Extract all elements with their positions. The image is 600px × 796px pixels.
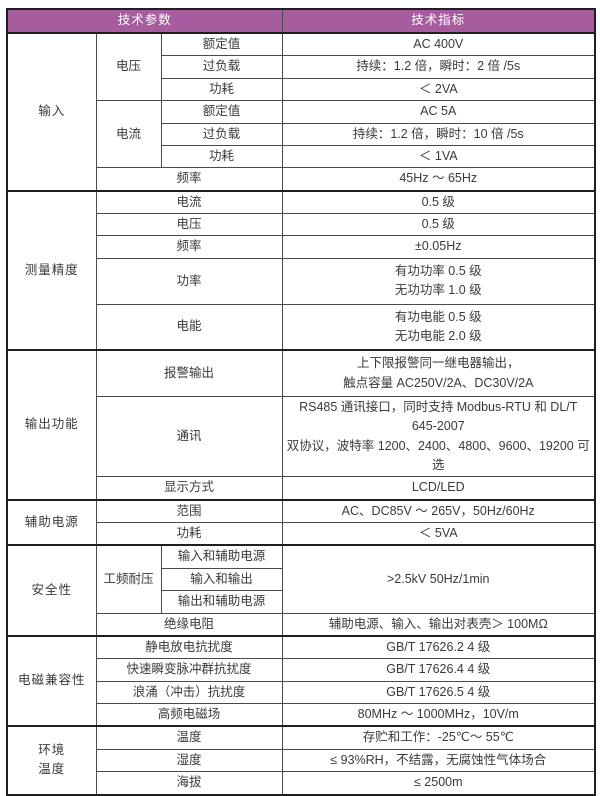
value-cell: GB/T 17626.5 4 级 xyxy=(281,680,596,705)
spec-table: 技术参数 技术指标 输入 电压 额定值 AC 400V 过负载 持续：1.2 倍… xyxy=(6,8,596,796)
table-row: 绝缘电阻 辅助电源、输入、输出对表壳＞ 100MΩ xyxy=(7,612,596,637)
table-row: 电压 0.5 级 xyxy=(7,212,596,237)
table-row: 海拔 ≤ 2500m xyxy=(7,771,596,795)
value-cell: ≤ 93%RH，不结露，无腐蚀性气体场合 xyxy=(281,748,596,773)
param-cell: 高频电磁场 xyxy=(95,703,283,727)
group-label-withstand: 工频耐压 xyxy=(95,544,162,614)
table-row: 显示方式 LCD/LED xyxy=(7,476,596,501)
param-cell: 过负载 xyxy=(160,55,283,79)
param-cell: 静电放电抗扰度 xyxy=(95,634,283,660)
table-row: 输出功能 报警输出 上下限报警同一继电器输出， 触点容量 AC250V/2A、D… xyxy=(6,349,596,501)
table-row: 频率 45Hz ～ 65Hz xyxy=(7,167,596,192)
param-cell: 电压 xyxy=(95,212,283,237)
table-row: 电磁兼容性 静电放电抗扰度 GB/T 17626.2 4 级 xyxy=(6,634,596,727)
value-cell: 辅助电源、输入、输出对表壳＞ 100MΩ xyxy=(281,612,596,637)
value-cell: RS485 通讯接口，同时支持 Modbus-RTU 和 DL/T 645-20… xyxy=(281,395,596,478)
group-label-voltage: 电压 xyxy=(95,32,162,102)
param-cell: 功耗 xyxy=(95,522,283,546)
page: 技术参数 技术指标 输入 电压 额定值 AC 400V 过负载 持续：1.2 倍… xyxy=(6,8,596,796)
param-cell: 频率 xyxy=(95,235,283,259)
section-label-output: 输出功能 xyxy=(6,349,97,501)
param-cell: 电能 xyxy=(95,303,283,351)
value-cell: 0.5 级 xyxy=(281,212,596,237)
param-cell: 过负载 xyxy=(160,122,283,146)
table-row: 辅助电源 范围 AC、DC85V ～ 265V，50Hz/60Hz xyxy=(6,498,596,546)
value-cell: 持续：1.2 倍，瞬时：10 倍 /5s xyxy=(281,122,596,146)
table-row: 快速瞬变脉冲群抗扰度 GB/T 17626.4 4 级 xyxy=(7,658,596,682)
param-cell: 通讯 xyxy=(95,395,283,478)
table-row: 通讯 RS485 通讯接口，同时支持 Modbus-RTU 和 DL/T 645… xyxy=(7,395,596,478)
value-cell: ＜ 2VA xyxy=(281,77,596,102)
param-cell: 绝缘电阻 xyxy=(95,612,283,637)
value-cell: AC、DC85V ～ 265V，50Hz/60Hz xyxy=(281,498,596,523)
section-label-safety: 安全性 xyxy=(6,544,97,637)
value-cell: GB/T 17626.4 4 级 xyxy=(281,658,596,682)
param-cell: 功耗 xyxy=(160,77,283,102)
table-row: 输出和辅助电源 xyxy=(7,590,595,614)
param-cell: 报警输出 xyxy=(95,349,283,397)
section-label-emc: 电磁兼容性 xyxy=(6,634,97,727)
value-cell: 有功电能 0.5 级 无功电能 2.0 级 xyxy=(281,303,596,351)
value-cell: 0.5 级 xyxy=(281,189,596,214)
value-cell: 上下限报警同一继电器输出， 触点容量 AC250V/2A、DC30V/2A xyxy=(281,349,596,397)
value-cell: GB/T 17626.2 4 级 xyxy=(281,634,596,660)
table-row: 湿度 ≤ 93%RH，不结露，无腐蚀性气体场合 xyxy=(7,748,596,773)
param-cell: 范围 xyxy=(95,498,283,523)
table-row: 功耗 ＜ 5VA xyxy=(7,522,596,546)
param-cell: 频率 xyxy=(95,167,283,192)
group-label-current: 电流 xyxy=(95,100,162,169)
param-cell: 输出和辅助电源 xyxy=(160,590,283,614)
value-cell: 存贮和工作：-25℃～ 55℃ xyxy=(281,725,596,750)
param-cell: 温度 xyxy=(95,725,283,750)
value-cell: ＜ 5VA xyxy=(281,522,596,546)
param-cell: 输入和辅助电源 xyxy=(160,544,283,569)
table-row: 输入和输出 xyxy=(7,567,595,592)
value-cell: AC 5A xyxy=(281,100,596,124)
value-cell: LCD/LED xyxy=(281,476,596,501)
table-row: 功率 有功功率 0.5 级 无功功率 1.0 级 xyxy=(7,257,596,305)
value-cell: 有功功率 0.5 级 无功功率 1.0 级 xyxy=(281,257,596,305)
param-cell: 电流 xyxy=(95,189,283,214)
table-row: 频率 ±0.05Hz xyxy=(7,235,596,259)
value-cell: ＜ 1VA xyxy=(281,144,596,169)
header-cell-params: 技术参数 xyxy=(6,8,283,34)
section-label-input: 输入 xyxy=(6,32,97,192)
table-row: 测量精度 电流 0.5 级 xyxy=(6,189,596,351)
value-cell: 80MHz ～ 1000MHz，10V/m xyxy=(281,703,596,727)
value-cell: 45Hz ～ 65Hz xyxy=(281,167,596,192)
value-cell: ±0.05Hz xyxy=(281,235,596,259)
param-cell: 额定值 xyxy=(160,32,283,57)
param-cell: 输入和输出 xyxy=(160,567,283,592)
value-cell: AC 400V xyxy=(281,32,596,57)
table-row: 环境 温度 温度 存贮和工作：-25℃～ 55℃ xyxy=(6,725,596,796)
table-row: 功耗 ＜ 1VA xyxy=(7,144,596,169)
section-label-environment: 环境 温度 xyxy=(6,725,97,796)
header-cell-specs: 技术指标 xyxy=(281,8,596,34)
param-cell: 湿度 xyxy=(95,748,283,773)
param-cell: 浪涌（冲击）抗扰度 xyxy=(95,680,283,705)
table-row: 高频电磁场 80MHz ～ 1000MHz，10V/m xyxy=(7,703,596,727)
param-cell: 快速瞬变脉冲群抗扰度 xyxy=(95,658,283,682)
param-cell: 额定值 xyxy=(160,100,283,124)
section-label-aux-power: 辅助电源 xyxy=(6,498,97,546)
param-cell: 海拔 xyxy=(95,771,283,795)
table-row: 电流 额定值 AC 5A xyxy=(7,100,596,169)
value-cell: ≤ 2500m xyxy=(281,771,596,795)
table-row: 输入 电压 额定值 AC 400V xyxy=(6,32,596,192)
value-cell: 持续：1.2 倍，瞬时：2 倍 /5s xyxy=(281,55,596,79)
table-row: 浪涌（冲击）抗扰度 GB/T 17626.5 4 级 xyxy=(7,680,596,705)
value-cell: >2.5kV 50Hz/1min xyxy=(281,544,596,614)
table-row: 过负载 持续：1.2 倍，瞬时：10 倍 /5s xyxy=(7,122,596,146)
table-row: 电能 有功电能 0.5 级 无功电能 2.0 级 xyxy=(7,303,596,351)
table-header-row: 技术参数 技术指标 xyxy=(6,8,596,34)
table-row: 安全性 工频耐压 输入和辅助电源 >2.5kV 50Hz/1min xyxy=(6,544,596,637)
param-cell: 显示方式 xyxy=(95,476,283,501)
section-label-accuracy: 测量精度 xyxy=(6,189,97,351)
param-cell: 功率 xyxy=(95,257,283,305)
param-cell: 功耗 xyxy=(160,144,283,169)
